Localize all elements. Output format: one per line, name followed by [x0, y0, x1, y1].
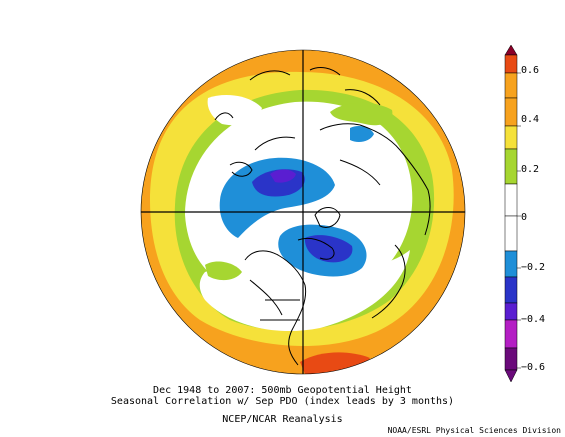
colorbar-label: −0.4: [521, 314, 546, 325]
colorbar-label: 0.2: [521, 164, 540, 175]
disk-outline: [140, 49, 466, 375]
colorbar-segment: [504, 183, 518, 217]
negative-region-bering: [219, 157, 335, 238]
colorbar-segment: [504, 54, 518, 74]
colorbar-segment: [504, 148, 518, 185]
colorbar-segment: [504, 302, 518, 321]
map-disk: [141, 50, 465, 374]
colorbar-segment: [504, 215, 518, 252]
figure-subtitle: Seasonal Correlation w/ Sep PDO (index l…: [110, 396, 455, 407]
coastlines: [214, 67, 431, 366]
negative-core-canada: [304, 235, 353, 263]
negative-region-atlantic: [350, 126, 374, 142]
weak-positive-patch-2: [205, 261, 242, 281]
colorbar-segment: [504, 72, 518, 99]
colorbar-segment: [504, 97, 518, 127]
dataset-label: NCEP/NCAR Reanalysis: [222, 414, 343, 425]
colorbar-segment: [504, 276, 518, 304]
figure-title: Dec 1948 to 2007: 500mb Geopotential Hei…: [153, 385, 412, 396]
colorbar-label: −0.6: [521, 362, 546, 373]
colorbar: [504, 44, 521, 383]
colorbar-segment: [504, 125, 518, 150]
credit-text: NOAA/ESRL Physical Sciences Division: [387, 426, 561, 435]
colorbar-label: −0.2: [521, 262, 546, 273]
strong-negative-bering: [270, 169, 296, 183]
colorbar-max-triangle: [504, 44, 518, 56]
colorbar-label: 0: [521, 212, 528, 223]
near-zero-region-2: [207, 95, 262, 126]
colorbar-label: 0.6: [521, 65, 540, 76]
colorbar-segment: [504, 250, 518, 278]
colorbar-min-triangle: [504, 369, 518, 383]
colorbar-label: 0.4: [521, 114, 540, 125]
weak-positive-patch: [330, 102, 393, 126]
colorbar-segment: [504, 319, 518, 349]
colorbar-segment: [504, 347, 518, 371]
